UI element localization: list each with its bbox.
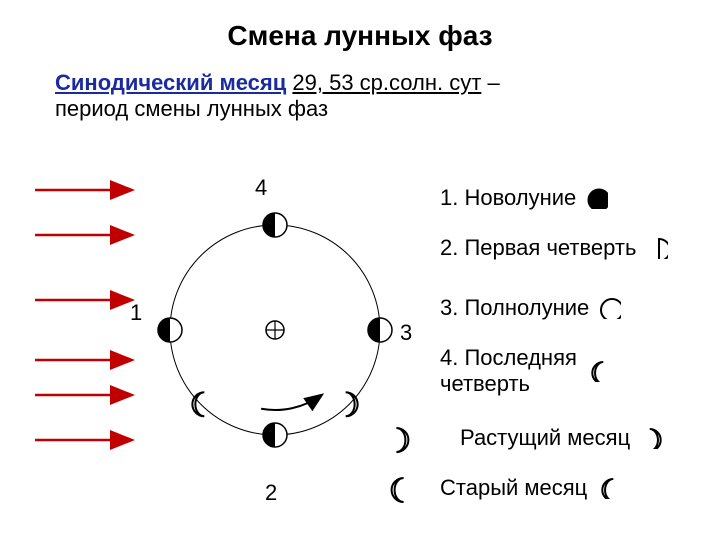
first-quarter-icon bbox=[646, 237, 668, 259]
moon-phase-orbit-5 bbox=[192, 392, 204, 416]
legend-text: Растущий месяц bbox=[460, 425, 630, 451]
moon-phase-first-quarter bbox=[659, 239, 668, 259]
moon-phase-orbit-6 bbox=[346, 392, 358, 416]
orbit-direction-arrow bbox=[261, 396, 321, 410]
waning-crescent-icon bbox=[597, 477, 619, 499]
legend-text: 3. Полнолуние bbox=[440, 295, 589, 321]
moon-phase-last-quarter bbox=[592, 362, 603, 382]
moon-phase-orbit-3 bbox=[368, 318, 392, 342]
legend-row-4: Растущий месяц bbox=[460, 425, 662, 451]
moon-phase-bottom-1 bbox=[392, 478, 404, 502]
moon-phase-waxing-crescent bbox=[650, 429, 661, 449]
last-quarter-icon bbox=[587, 360, 609, 382]
legend-text: 1. Новолуние bbox=[440, 185, 576, 211]
waxing-crescent-icon bbox=[640, 427, 662, 449]
legend-row-2: 3. Полнолуние bbox=[440, 295, 621, 321]
moon-phase-waning-crescent bbox=[603, 479, 614, 499]
moon-phase-new-moon bbox=[588, 189, 608, 209]
legend-text: 2. Первая четверть bbox=[440, 235, 636, 261]
legend-row-1: 2. Первая четверть bbox=[440, 235, 668, 261]
legend-text: Старый месяц bbox=[440, 475, 587, 501]
full-moon-icon bbox=[599, 297, 621, 319]
lunar-diagram bbox=[0, 0, 720, 540]
legend-row-5: Старый месяц bbox=[440, 475, 619, 501]
moon-phase-full-moon bbox=[601, 299, 621, 319]
moon-phase-orbit-4 bbox=[263, 213, 287, 237]
orbit-label-3: 3 bbox=[400, 320, 412, 346]
orbit-label-4: 4 bbox=[255, 175, 267, 201]
legend-row-0: 1. Новолуние bbox=[440, 185, 608, 211]
orbit-label-1: 1 bbox=[130, 300, 142, 326]
moon-phase-orbit-2 bbox=[263, 423, 287, 447]
orbit-label-2: 2 bbox=[265, 480, 277, 506]
new-moon-icon bbox=[586, 187, 608, 209]
moon-phase-orbit-1 bbox=[158, 318, 182, 342]
legend-row-3: 4. Последняячетверть bbox=[440, 345, 609, 397]
legend-text: 4. Последняячетверть bbox=[440, 345, 577, 397]
moon-phase-bottom-0 bbox=[396, 428, 408, 452]
